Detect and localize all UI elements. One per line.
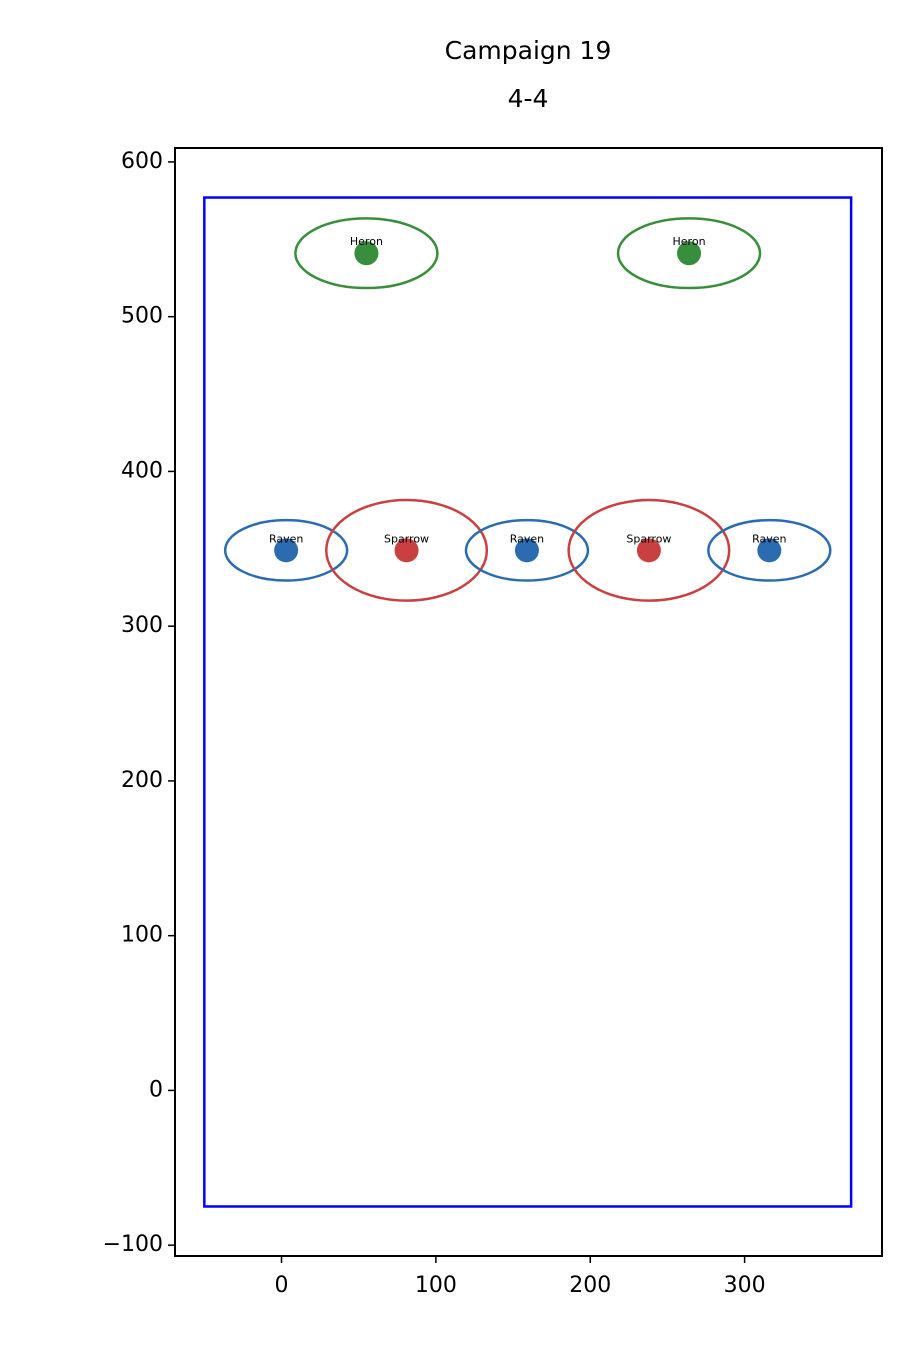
y-tick-label: 100 xyxy=(121,923,163,948)
point-label: Raven xyxy=(752,532,786,545)
point-label: Heron xyxy=(350,235,383,248)
plot-frame xyxy=(174,147,883,1257)
point-label: Raven xyxy=(510,532,544,545)
chart-subtitle: 4-4 xyxy=(508,84,549,113)
x-tick-label: 200 xyxy=(569,1273,611,1298)
point xyxy=(636,538,661,563)
point xyxy=(394,538,419,563)
y-tick-label: −100 xyxy=(103,1232,163,1257)
point-label: Sparrow xyxy=(384,532,429,545)
point xyxy=(677,241,702,266)
point xyxy=(514,538,539,563)
point xyxy=(354,241,379,266)
x-tick-label: 100 xyxy=(415,1273,457,1298)
y-tick-label: 400 xyxy=(121,458,163,483)
y-tick-label: 600 xyxy=(121,149,163,174)
point-label: Raven xyxy=(269,532,303,545)
chart-title: Campaign 19 xyxy=(445,36,612,65)
point xyxy=(274,538,299,563)
zone-ellipse xyxy=(567,498,731,602)
point-label: Sparrow xyxy=(626,532,671,545)
y-tick-label: 0 xyxy=(149,1077,163,1102)
x-tick-label: 0 xyxy=(275,1273,289,1298)
zone-ellipse xyxy=(294,217,439,290)
zone-ellipse xyxy=(707,518,832,582)
zone-ellipse xyxy=(464,518,590,582)
field-boundary xyxy=(203,196,853,1208)
x-tick-label: 300 xyxy=(724,1273,766,1298)
zone-ellipse xyxy=(325,498,489,602)
y-tick-label: 500 xyxy=(121,304,163,329)
y-tick-label: 300 xyxy=(121,613,163,638)
point-label: Heron xyxy=(673,235,706,248)
zone-ellipse xyxy=(223,518,349,582)
zone-ellipse xyxy=(616,217,762,290)
y-tick-label: 200 xyxy=(121,768,163,793)
point xyxy=(757,538,782,563)
